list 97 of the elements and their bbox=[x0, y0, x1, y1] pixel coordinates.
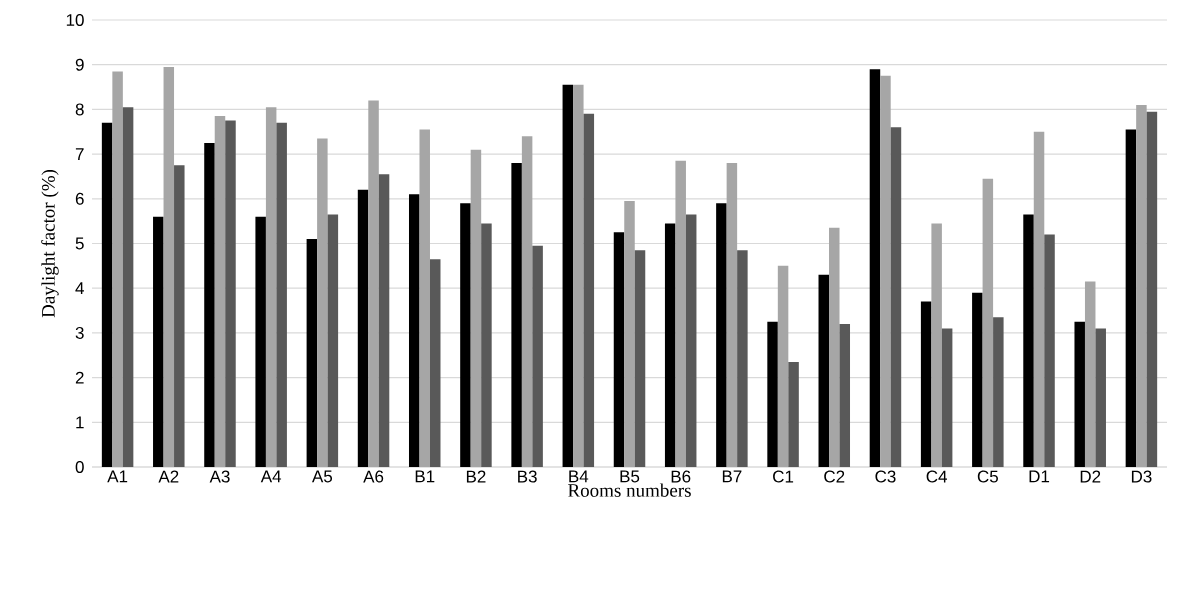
x-tick-label: A5 bbox=[311, 470, 333, 483]
bar bbox=[101, 122, 113, 467]
bar bbox=[829, 227, 840, 467]
bar bbox=[429, 259, 441, 467]
bar bbox=[818, 274, 830, 467]
bar bbox=[777, 265, 789, 467]
y-tick-label: 1 bbox=[76, 416, 84, 429]
bar bbox=[368, 100, 379, 467]
bar bbox=[982, 178, 994, 467]
bar bbox=[1136, 104, 1147, 467]
bar bbox=[306, 239, 318, 467]
bar bbox=[153, 216, 164, 467]
bar bbox=[972, 292, 983, 467]
bar bbox=[1084, 281, 1096, 467]
bar bbox=[511, 163, 522, 467]
bar bbox=[920, 301, 932, 467]
y-tick-label: 2 bbox=[75, 371, 84, 384]
y-tick-label: 9 bbox=[75, 58, 84, 71]
bar bbox=[460, 203, 471, 467]
bar bbox=[788, 361, 799, 467]
bar bbox=[613, 232, 625, 467]
bar bbox=[737, 250, 748, 467]
bar bbox=[408, 194, 420, 467]
x-tick-label: A6 bbox=[363, 470, 384, 483]
bar bbox=[1146, 111, 1158, 467]
bar bbox=[255, 216, 266, 467]
x-tick-label: B5 bbox=[620, 470, 640, 483]
bar bbox=[357, 189, 369, 467]
bar bbox=[122, 107, 134, 467]
bar bbox=[1044, 234, 1055, 467]
y-tick-label: 10 bbox=[66, 13, 84, 27]
bar bbox=[163, 66, 175, 467]
x-tick-label: B2 bbox=[466, 470, 486, 483]
bar bbox=[634, 250, 646, 467]
x-tick-label: D2 bbox=[1080, 470, 1101, 483]
bar bbox=[685, 214, 697, 467]
bar bbox=[664, 223, 676, 467]
x-tick-label: A1 bbox=[107, 470, 128, 483]
x-tick-label: C2 bbox=[824, 470, 845, 483]
bar bbox=[880, 75, 891, 467]
bar bbox=[1074, 321, 1085, 467]
y-axis-title: Daylight factor (%) bbox=[41, 169, 59, 318]
x-tick-label: B1 bbox=[415, 470, 435, 483]
x-tick-label: B7 bbox=[722, 470, 742, 483]
x-tick-label: D1 bbox=[1029, 470, 1050, 483]
bar bbox=[174, 165, 185, 467]
x-axis-title: Rooms numbers bbox=[568, 483, 691, 497]
x-tick-label: C4 bbox=[926, 470, 948, 483]
bar bbox=[204, 142, 215, 467]
bar bbox=[869, 69, 881, 467]
bar bbox=[993, 317, 1004, 467]
x-tick-label: C1 bbox=[773, 470, 794, 483]
x-tick-label: B4 bbox=[569, 470, 589, 483]
bar bbox=[327, 214, 339, 467]
bar bbox=[378, 174, 390, 467]
bar bbox=[470, 149, 482, 467]
bar bbox=[726, 163, 738, 467]
bar bbox=[624, 201, 635, 467]
y-tick-label: 5 bbox=[75, 237, 84, 250]
bar bbox=[481, 223, 492, 467]
y-tick-label: 4 bbox=[75, 282, 84, 295]
bar bbox=[1125, 129, 1137, 467]
x-tick-label: B6 bbox=[671, 470, 691, 483]
bar bbox=[1033, 131, 1045, 467]
y-tick-label: 0 bbox=[75, 460, 84, 474]
y-tick-label: 7 bbox=[75, 148, 84, 160]
bar bbox=[225, 120, 236, 467]
x-tick-label: B3 bbox=[518, 470, 537, 483]
bar bbox=[532, 245, 543, 467]
x-tick-label: D3 bbox=[1131, 470, 1152, 483]
bar bbox=[767, 321, 778, 467]
bar bbox=[521, 136, 533, 467]
bar bbox=[890, 127, 902, 467]
x-tick-label: C3 bbox=[875, 470, 896, 483]
bar bbox=[839, 323, 851, 467]
bar bbox=[941, 328, 953, 467]
y-tick-label: 6 bbox=[75, 192, 84, 205]
bar bbox=[317, 138, 328, 467]
x-tick-label: A3 bbox=[209, 470, 230, 483]
bar bbox=[419, 129, 430, 467]
y-tick-label: 3 bbox=[75, 326, 84, 339]
bar bbox=[931, 223, 942, 467]
bar bbox=[716, 203, 727, 467]
x-tick-label: C5 bbox=[977, 470, 998, 483]
bar bbox=[583, 113, 595, 467]
bar bbox=[276, 122, 287, 467]
bar bbox=[1023, 214, 1034, 467]
x-tick-label: A4 bbox=[260, 470, 282, 483]
bar bbox=[112, 71, 123, 467]
bar bbox=[675, 160, 686, 467]
bar bbox=[573, 84, 584, 467]
bar bbox=[265, 107, 277, 467]
x-tick-label: A2 bbox=[158, 470, 179, 483]
bar bbox=[562, 84, 574, 467]
bar bbox=[1095, 328, 1106, 467]
y-tick-label: 8 bbox=[75, 103, 84, 116]
bar bbox=[214, 116, 226, 467]
